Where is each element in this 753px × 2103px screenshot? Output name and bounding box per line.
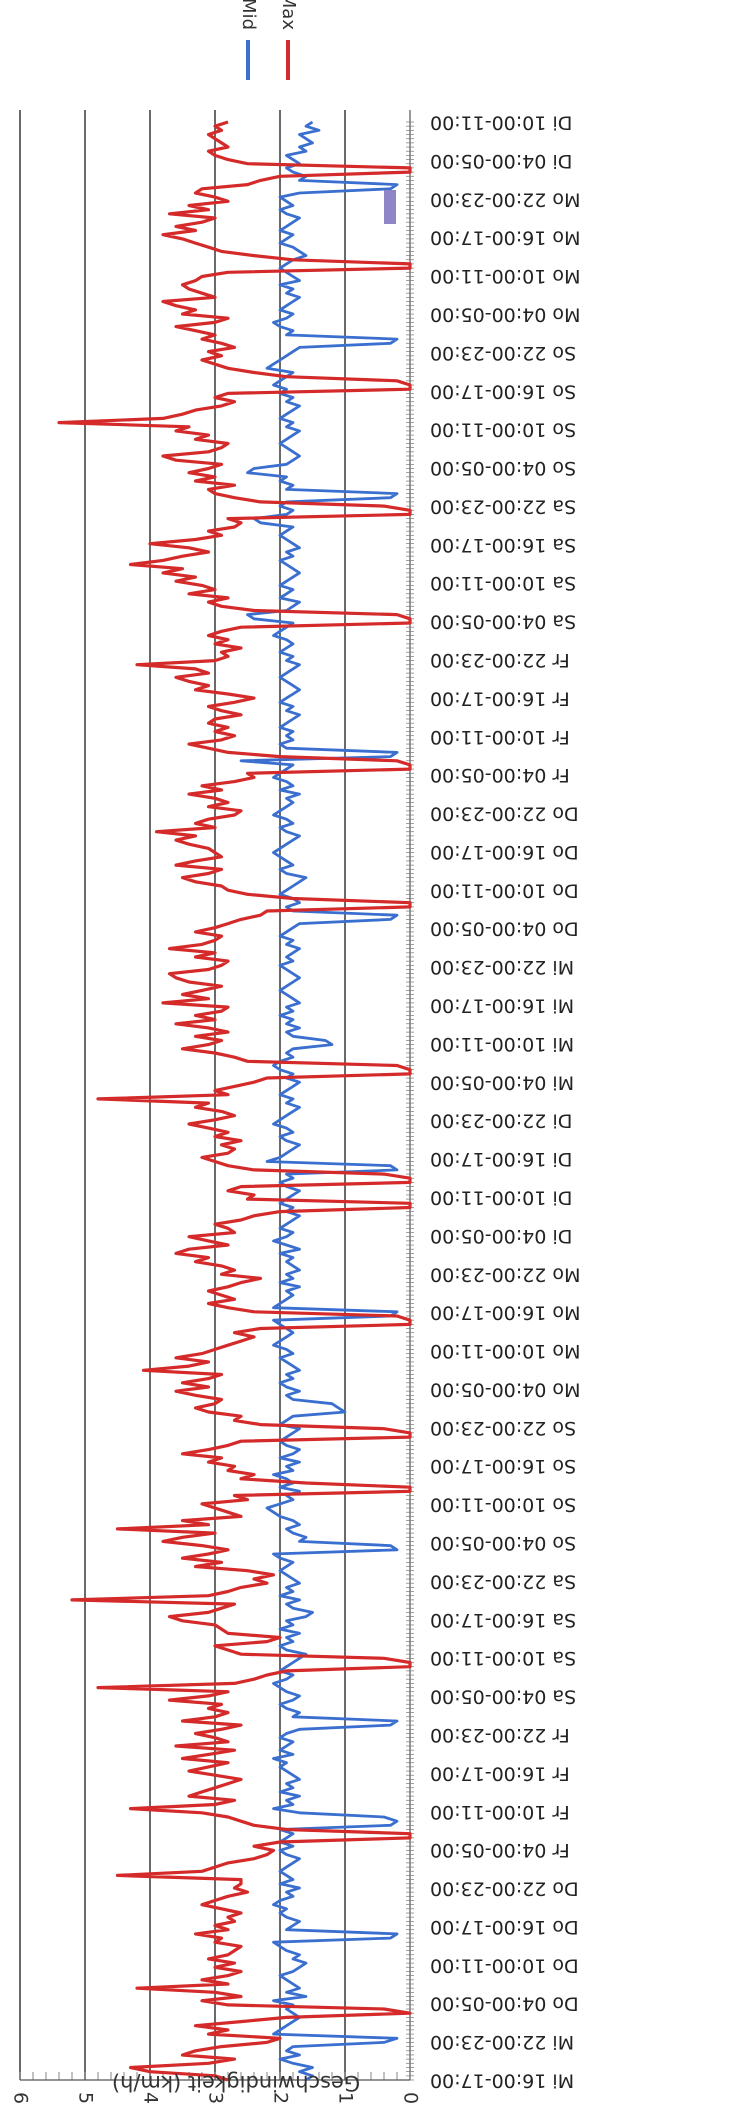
x-tick-label: Do 16:00-17:00 — [430, 841, 579, 863]
x-tick-label: Do 04:00-05:00 — [430, 918, 579, 940]
x-tick-label: Mi 10:00-11:00 — [430, 1033, 574, 1055]
legend: Mid Max — [238, 0, 299, 80]
x-tick-label: Sa 22:00-23:00 — [430, 1570, 576, 1592]
x-tick-label: Mo 16:00-17:00 — [430, 227, 580, 249]
x-tick-label: Mi 22:00-23:00 — [430, 2031, 574, 2053]
x-tick-label: So 22:00-23:00 — [430, 342, 576, 364]
y-axis-title: Geschwindigkeit (km/h) — [112, 2071, 360, 2095]
x-tick-label: Di 10:00-11:00 — [430, 112, 572, 134]
y-tick-label: 50 — [75, 2092, 97, 2103]
x-tick-label: Fr 04:00-05:00 — [430, 764, 570, 786]
x-tick-label: Sa 16:00-17:00 — [430, 1609, 576, 1631]
y-tick-label: 20 — [270, 2092, 292, 2103]
x-tick-label: Di 16:00-17:00 — [430, 1148, 572, 1170]
x-tick-label: Sa 10:00-11:00 — [430, 572, 576, 594]
x-tick-label: Sa 04:00-05:00 — [430, 611, 576, 633]
x-tick-label: Di 22:00-23:00 — [430, 1110, 572, 1132]
x-tick-label: Do 04:00-05:00 — [430, 1993, 579, 2015]
x-tick-label: Di 04:00-05:00 — [430, 150, 572, 172]
x-tick-label: Sa 10:00-11:00 — [430, 1647, 576, 1669]
y-tick-label: 60 — [10, 2092, 32, 2103]
y-tick-label: 40 — [140, 2092, 162, 2103]
legend-label-mid: Mid — [238, 0, 259, 30]
x-tick-label: So 10:00-11:00 — [430, 1494, 576, 1516]
x-tick-label: So 04:00-05:00 — [430, 1532, 576, 1554]
y-tick-labels: 0 10 20 30 40 50 60 — [10, 2092, 422, 2103]
x-tick-label: Di 10:00-11:00 — [430, 1186, 572, 1208]
x-tick-label: Mi 22:00-23:00 — [430, 956, 574, 978]
y-tick-label: 10 — [335, 2092, 357, 2103]
x-tick-label: Fr 16:00-17:00 — [430, 687, 570, 709]
x-tick-label: Fr 10:00-11:00 — [430, 726, 570, 748]
legend-label-max: Max — [278, 0, 299, 30]
x-tick-label: So 10:00-11:00 — [430, 419, 576, 441]
x-tick-label: Sa 16:00-17:00 — [430, 534, 576, 556]
x-tick-label: Mi 16:00-17:00 — [430, 2070, 574, 2092]
x-tick-label: Mo 04:00-05:00 — [430, 1378, 580, 1400]
x-tick-label: Mo 22:00-23:00 — [430, 188, 580, 210]
x-tick-label: Mi 16:00-17:00 — [430, 995, 574, 1017]
series-line-mid — [239, 120, 399, 2082]
series-line-max — [57, 120, 412, 2082]
x-tick-label: Mo 16:00-17:00 — [430, 1302, 580, 1324]
x-tick-label: Mo 10:00-11:00 — [430, 265, 580, 287]
x-tick-label: So 16:00-17:00 — [430, 380, 576, 402]
x-tick-label: Mi 04:00-05:00 — [430, 1071, 574, 1093]
x-tick-label: Sa 04:00-05:00 — [430, 1686, 576, 1708]
x-tick-label: Mo 10:00-11:00 — [430, 1340, 580, 1362]
x-tick-label: Fr 04:00-05:00 — [430, 1839, 570, 1861]
logo: controlli — [384, 190, 396, 224]
x-tick-label: Mo 04:00-05:00 — [430, 303, 580, 325]
x-tick-label: Fr 16:00-17:00 — [430, 1762, 570, 1784]
x-tick-label: Do 10:00-11:00 — [430, 1954, 579, 1976]
logo-mark — [384, 190, 396, 224]
series-layer — [57, 120, 412, 2082]
x-tick-label: Fr 22:00-23:00 — [430, 649, 570, 671]
x-tick-labels: Mi 16:00-17:00 Mi 22:00-23:00 Do 04:00-05:… — [430, 112, 580, 2092]
y-tick-label: 30 — [205, 2092, 227, 2103]
x-tick-label: So 22:00-23:00 — [430, 1417, 576, 1439]
y-tick-label: 0 — [400, 2092, 422, 2103]
x-tick-label: Do 16:00-17:00 — [430, 1916, 579, 1938]
axes — [19, 110, 414, 2081]
x-tick-label: Do 22:00-23:00 — [430, 803, 579, 825]
x-tick-label: Fr 22:00-23:00 — [430, 1724, 570, 1746]
x-tick-label: Sa 22:00-23:00 — [430, 495, 576, 517]
x-tick-label: So 16:00-17:00 — [430, 1455, 576, 1477]
x-tick-label: Mo 22:00-23:00 — [430, 1263, 580, 1285]
x-tick-label: Fr 10:00-11:00 — [430, 1801, 570, 1823]
x-tick-label: Do 22:00-23:00 — [430, 1878, 579, 1900]
x-tick-label: Di 04:00-05:00 — [430, 1225, 572, 1247]
x-tick-label: Do 10:00-11:00 — [430, 879, 579, 901]
x-tick-label: So 04:00-05:00 — [430, 457, 576, 479]
